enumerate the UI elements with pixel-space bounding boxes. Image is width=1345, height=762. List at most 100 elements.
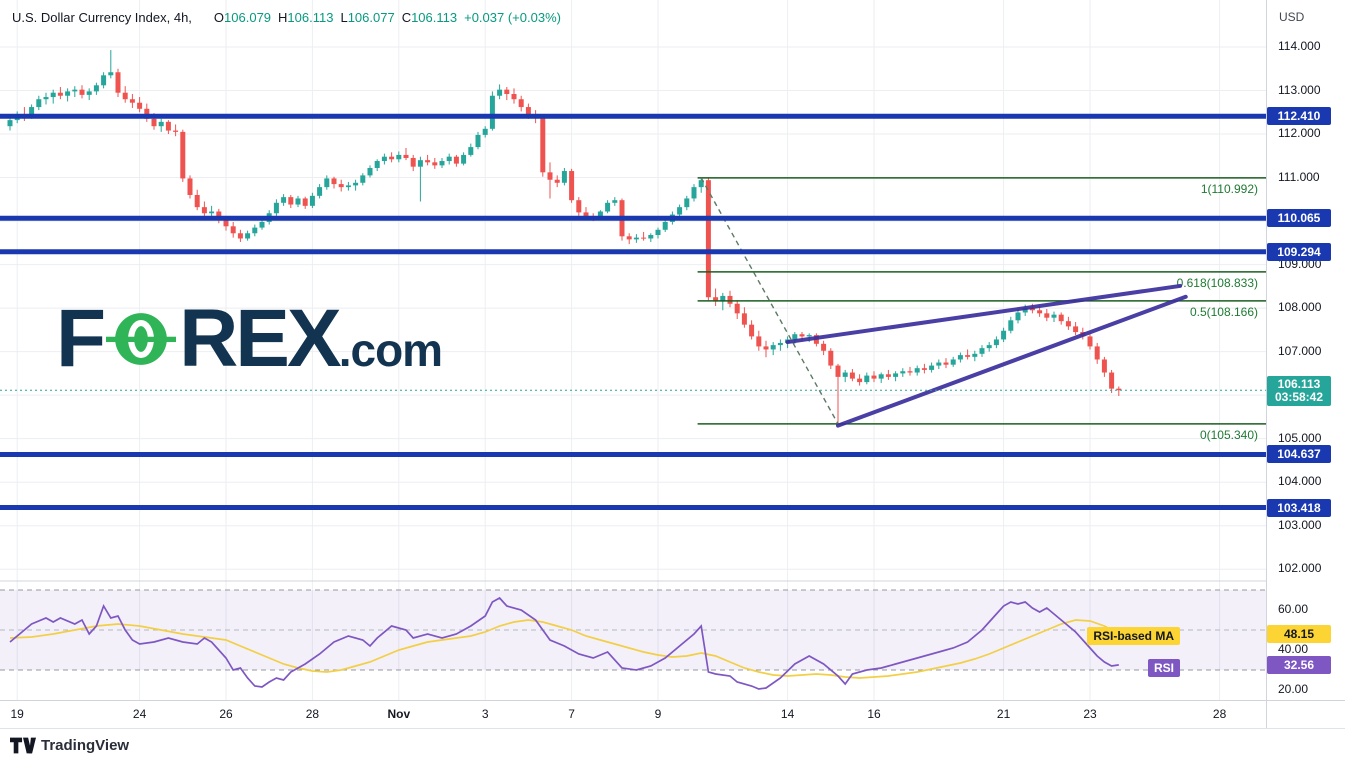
candle (849, 372, 855, 379)
candle (302, 198, 308, 206)
candle (324, 178, 330, 188)
tradingview-logo-text: TradingView (41, 737, 130, 754)
candle (237, 233, 243, 239)
candle (871, 375, 877, 379)
candle (655, 229, 661, 236)
ohlc-open-label: O (213, 10, 225, 25)
ohlc-open-value: 106.079 (224, 10, 272, 25)
candle (1022, 308, 1028, 313)
candle (381, 156, 387, 162)
trendline (785, 283, 1182, 345)
candle (986, 345, 992, 349)
time-axis-label: 19 (10, 707, 24, 721)
candle (979, 348, 985, 354)
current-price-badge: 106.113 03:58:42 (1267, 376, 1331, 407)
fib-label: 0(105.340) (1200, 428, 1258, 442)
candle (1008, 320, 1014, 331)
ohlc-change: +0.037 (+0.03%) (464, 10, 561, 25)
rsi-ma-line (9, 619, 1120, 679)
candle (158, 121, 164, 127)
time-axis-label: 21 (996, 707, 1011, 721)
candle (93, 85, 99, 92)
chart-panes[interactable]: 1(110.992) 0.618(108.833) 0.5(108.166) 0(10… (0, 0, 1266, 700)
candle (65, 91, 71, 96)
candle (641, 237, 647, 239)
candle (777, 342, 783, 346)
time-axis-label: 7 (568, 707, 575, 721)
candle (187, 178, 193, 195)
price-axis[interactable]: USD 114.000 113.000 112.000 111.000 109.000 1… (1266, 0, 1345, 700)
candle (633, 237, 639, 240)
price-axis-label: 112.000 (1278, 126, 1321, 141)
candle (648, 235, 654, 239)
candle (525, 107, 531, 115)
time-axis[interactable]: 19 24 26 28 Nov 3 7 9 14 16 21 23 28 (0, 700, 1345, 729)
candle (439, 161, 445, 166)
candle (921, 368, 927, 370)
candle (482, 128, 488, 135)
candle (806, 335, 812, 337)
candle (828, 350, 834, 366)
chart-canvas[interactable]: 1(110.992) 0.618(108.833) 0.5(108.166) 0(10… (0, 0, 1266, 700)
candle (489, 95, 495, 129)
candle (295, 198, 301, 205)
candle (612, 200, 618, 203)
candle (576, 200, 582, 213)
candle (309, 195, 315, 206)
candle (7, 120, 13, 127)
candle (396, 154, 402, 160)
candle (151, 118, 157, 127)
candle (561, 171, 567, 183)
price-level-badge: 109.294 (1267, 242, 1331, 261)
candle (914, 368, 920, 373)
time-axis-label: 24 (132, 707, 147, 721)
forex-logo: F REX .com (56, 293, 443, 384)
candle (1094, 346, 1100, 360)
time-axis-label: 16 (867, 707, 881, 721)
candle (885, 374, 891, 377)
candle (403, 154, 409, 158)
candle (554, 179, 560, 183)
fib-label: 0.5(108.166) (1190, 305, 1258, 319)
symbol-header: U.S. Dollar Currency Index, 4h, O106.079 H… (12, 10, 561, 25)
candle (230, 226, 236, 234)
forex-letters-rex: REX (179, 293, 342, 384)
candle (835, 365, 841, 377)
candle (504, 89, 510, 95)
ohlc-close-value: 106.113 (411, 10, 458, 25)
candle (684, 198, 690, 208)
current-price-value: 106.113 (1277, 377, 1321, 392)
candle (727, 295, 733, 304)
candle (597, 211, 603, 219)
price-axis-label: 114.000 (1278, 39, 1321, 53)
candle (453, 156, 459, 164)
candle (1029, 308, 1035, 311)
rsi-axis-label: 40.00 (1278, 642, 1309, 656)
candle (461, 154, 467, 164)
rsi-axis-label: 60.00 (1278, 602, 1309, 616)
candle (79, 89, 85, 95)
candle (1109, 372, 1115, 389)
candle (425, 160, 431, 163)
rsi-ma-value-badge: 48.15 (1267, 624, 1331, 643)
symbol-title: U.S. Dollar Currency Index, 4h, (12, 10, 192, 25)
candle (993, 339, 999, 346)
price-axis-label: 104.000 (1278, 474, 1322, 489)
candle (972, 353, 978, 357)
candle (1015, 312, 1021, 321)
time-axis-label: 26 (219, 707, 233, 721)
forex-logo-o-icon (106, 313, 177, 365)
price-axis-label: 107.000 (1278, 343, 1322, 358)
candle (43, 97, 49, 100)
ohlc-low-value: 106.077 (347, 10, 395, 25)
candle (547, 172, 553, 180)
candle (749, 324, 755, 337)
candle (792, 334, 798, 340)
candle (900, 371, 906, 374)
candle (259, 221, 265, 228)
fib-label: 0.618(108.833) (1177, 276, 1258, 290)
candle (677, 207, 683, 215)
candle (1087, 336, 1093, 347)
price-axis-label: 102.000 (1278, 561, 1322, 576)
time-axis-label: 9 (654, 707, 662, 721)
